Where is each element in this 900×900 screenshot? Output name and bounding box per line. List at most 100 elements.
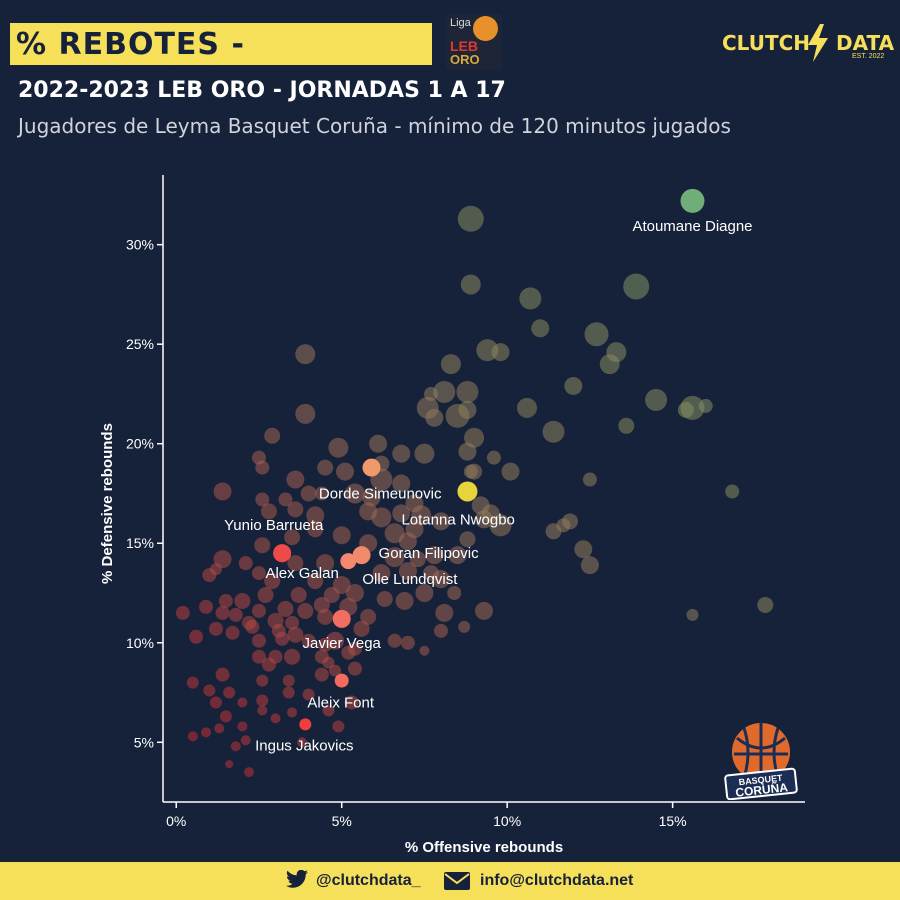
background-point (218, 593, 233, 608)
background-point (306, 506, 325, 525)
highlighted-points (273, 188, 705, 731)
background-point (486, 450, 501, 465)
background-point (489, 514, 512, 537)
background-point (215, 605, 230, 620)
background-point (347, 661, 362, 676)
background-point (285, 615, 300, 630)
background-point (445, 403, 470, 428)
background-point (344, 695, 359, 710)
background-point (725, 484, 740, 499)
background-point (286, 470, 305, 489)
twitter-handle[interactable]: @clutchdata_ (316, 872, 421, 889)
background-point (301, 633, 316, 648)
liga-leb-oro-logo: Liga LEB ORO (446, 14, 502, 70)
background-point (425, 408, 444, 427)
page-title: % REBOTES - JUGADORES (16, 27, 245, 97)
background-point (251, 633, 266, 648)
background-point (237, 697, 248, 708)
background-point (686, 608, 699, 621)
background-point (392, 504, 411, 523)
background-point (459, 531, 476, 548)
background-point (475, 601, 493, 620)
background-point (234, 592, 251, 609)
lightning-bolt-icon (808, 24, 828, 62)
background-point (332, 526, 351, 545)
background-point (574, 540, 593, 559)
background-point (297, 602, 314, 619)
brand-left: CLUTCH (722, 31, 811, 55)
background-point (255, 460, 270, 475)
background-point (314, 667, 329, 682)
point-label: Ingus Jakovics (255, 737, 353, 754)
background-point (287, 501, 304, 518)
background-point (433, 623, 448, 638)
background-point (208, 621, 223, 636)
background-point (203, 684, 216, 697)
background-point (302, 688, 315, 701)
highlighted-point (299, 718, 312, 731)
background-point (244, 767, 255, 778)
mail-icon[interactable] (444, 872, 470, 890)
background-point (317, 608, 334, 625)
background-point (254, 537, 271, 554)
background-point (261, 657, 276, 672)
background-point (237, 721, 248, 732)
background-point (360, 608, 377, 625)
background-point (395, 591, 414, 610)
contact-email[interactable]: info@clutchdata.net (480, 872, 634, 889)
y-tick-label: 30% (126, 237, 154, 253)
point-label: Dorde Simeunovic (319, 486, 442, 503)
team-subtitle: Jugadores de Leyma Basquet Coruña - míni… (18, 114, 731, 138)
background-point (228, 607, 243, 622)
background-point (296, 737, 307, 748)
background-point (409, 551, 426, 568)
league-logo-liga: Liga (450, 17, 471, 29)
background-point (415, 584, 434, 602)
league-logo-oro: ORO (450, 52, 480, 67)
brand-right: DATA (836, 31, 895, 55)
basketball-icon (473, 16, 498, 41)
background-point (582, 472, 597, 487)
background-point (501, 462, 520, 481)
background-point (431, 512, 450, 531)
basquet-coruna-logo: BASQUET CORUÑA (724, 721, 798, 800)
background-point (400, 635, 415, 650)
background-points (175, 205, 774, 778)
background-point (287, 555, 304, 572)
background-point (457, 205, 484, 232)
background-point (435, 603, 454, 622)
background-point (186, 676, 199, 689)
background-point (282, 686, 295, 699)
point-label: Yunio Barrueta (224, 517, 324, 534)
background-point (256, 694, 269, 707)
background-point (344, 483, 365, 504)
background-point (209, 563, 222, 576)
title-banner: % REBOTES - JUGADORES (10, 23, 432, 97)
background-point (464, 427, 485, 448)
point-label: Goran Filipovic (379, 545, 480, 562)
background-point (475, 510, 493, 529)
background-point (214, 723, 225, 734)
background-point (230, 741, 241, 752)
y-axis-label: % Defensive rebounds (99, 423, 116, 584)
highlighted-point (334, 673, 349, 688)
twitter-icon[interactable] (285, 870, 309, 890)
highlighted-point (340, 553, 357, 570)
background-point (318, 637, 333, 652)
background-point (460, 274, 481, 295)
background-point (238, 556, 253, 571)
highlighted-point (352, 546, 371, 565)
background-point (519, 287, 542, 310)
background-point (491, 343, 510, 362)
background-point (219, 710, 232, 723)
y-tick-label: 10% (126, 635, 154, 651)
background-point (387, 633, 402, 648)
brand-est: EST. 2022 (852, 53, 885, 60)
background-point (275, 631, 290, 646)
background-point (456, 380, 479, 403)
background-point (623, 273, 650, 300)
background-point (458, 442, 477, 461)
background-point (698, 398, 713, 413)
background-point (419, 645, 430, 656)
